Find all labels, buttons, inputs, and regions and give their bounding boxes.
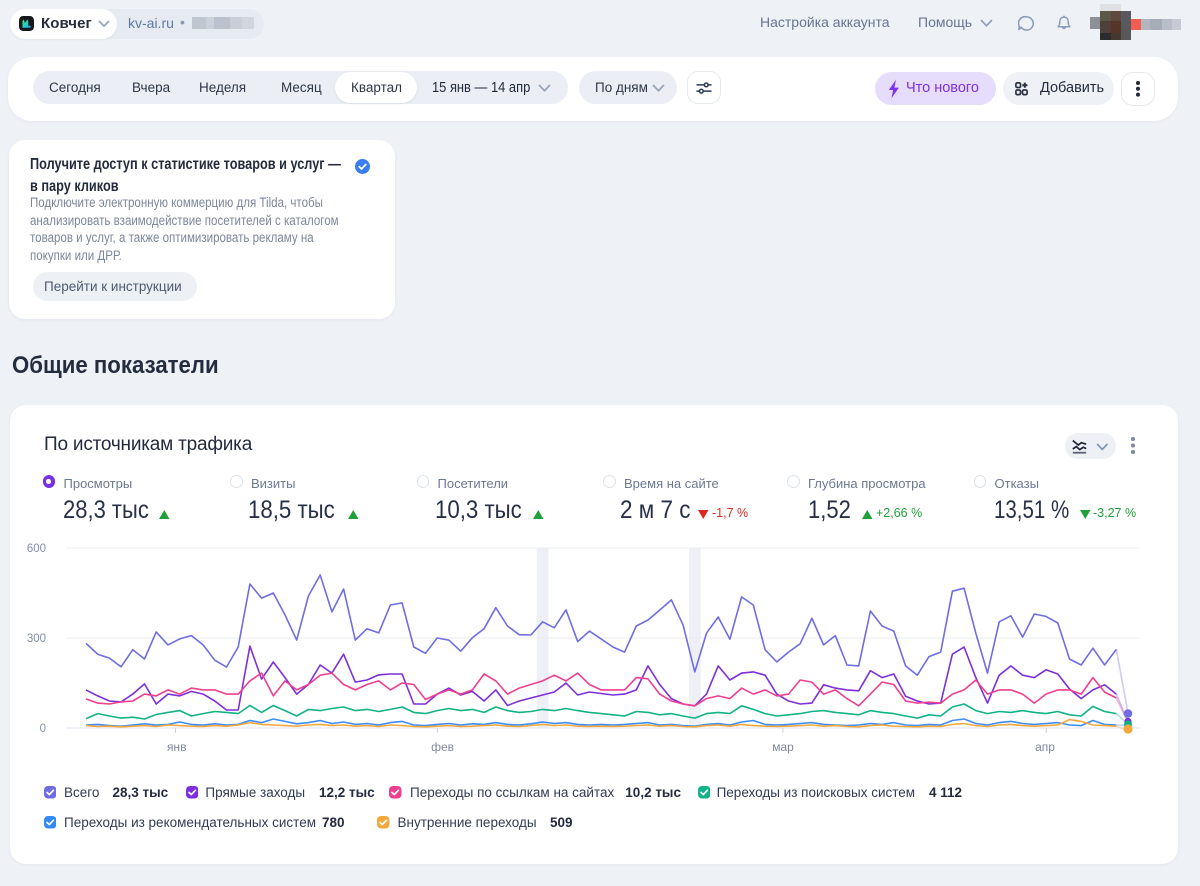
svg-text:600: 600 xyxy=(27,543,46,555)
svg-text:янв: янв xyxy=(167,740,187,754)
svg-text:300: 300 xyxy=(27,633,46,645)
svg-text:мар: мар xyxy=(772,740,794,754)
svg-text:фев: фев xyxy=(431,740,454,754)
svg-text:апр: апр xyxy=(1035,740,1055,754)
svg-text:0: 0 xyxy=(40,723,46,735)
